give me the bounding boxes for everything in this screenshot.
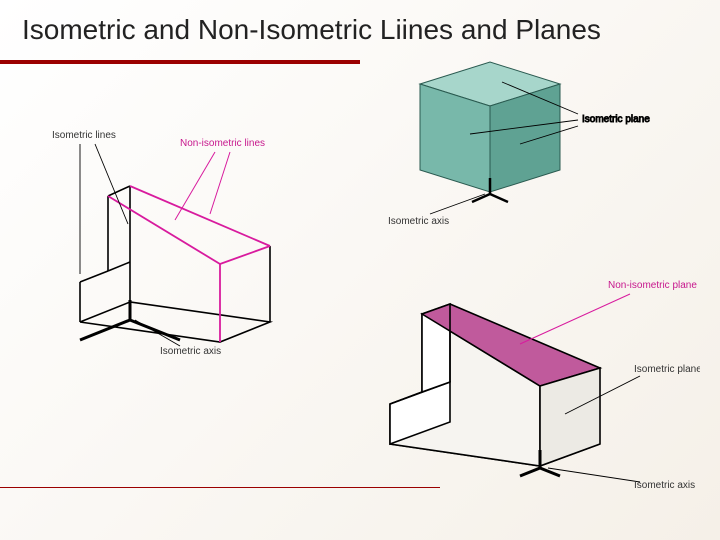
fig2-label-axis: Isometric axis	[388, 216, 449, 227]
fig3-label-axis: Isometric axis	[634, 480, 695, 491]
fig3-wedge-planes: Non-isometric plane Isometric plane Isom…	[350, 244, 700, 504]
fig2-label-planes: Isometric planes	[582, 114, 650, 125]
diagram-area: Isometric lines Non-isometric lines Isom…	[0, 64, 720, 504]
fig3-label-isoplane: Isometric plane	[634, 364, 700, 375]
fig1-label-noniso: Non-isometric lines	[180, 138, 265, 149]
fig1-label-axis: Isometric axis	[160, 346, 221, 354]
fig2-cube: Isometric planes Isometric axis	[330, 34, 650, 234]
fig3-label-nonisoplane: Non-isometric plane	[608, 280, 697, 291]
fig1-label-isolines: Isometric lines	[52, 130, 116, 141]
bottom-rule	[0, 487, 440, 488]
slide: Isometric and Non-Isometric Liines and P…	[0, 0, 720, 540]
fig1-wedge-lines: Isometric lines Non-isometric lines Isom…	[40, 124, 330, 354]
